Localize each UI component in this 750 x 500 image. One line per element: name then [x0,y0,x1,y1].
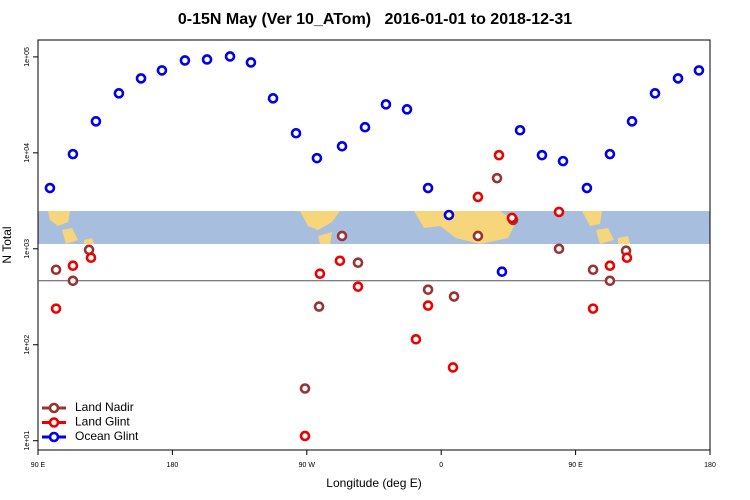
point [447,362,459,373]
point [290,127,302,139]
point [67,275,79,287]
point [649,88,661,99]
point [267,93,279,104]
point [336,141,348,152]
point [491,172,503,184]
point [352,281,364,292]
x-tick-label: 0 [439,462,443,469]
point [493,149,505,161]
x-tick-label: 180 [704,462,716,469]
point [380,99,392,110]
point [604,148,616,160]
point [224,51,236,62]
point [506,212,518,224]
legend-marker [48,402,60,414]
point [179,55,191,66]
point [135,73,147,84]
x-tick-label: 90 W [299,462,316,469]
point [313,301,325,312]
point [587,303,599,314]
point [67,148,79,160]
point [299,430,311,442]
point [336,230,348,242]
point [201,54,213,65]
y-tick-label: 1e+02 [24,335,31,355]
point [85,252,97,264]
point [67,260,79,272]
y-tick-label: 1e+01 [24,431,31,451]
y-tick-label: 1e+05 [24,47,31,67]
point [422,182,434,194]
point [581,182,593,194]
point [299,383,311,394]
x-tick-label: 90 E [31,462,46,469]
point [245,57,257,68]
point [410,333,422,345]
x-tick-label: 90 E [568,462,583,469]
point [553,243,565,255]
legend-label: Land Nadir [75,400,134,414]
point [314,268,326,280]
point [621,252,633,264]
plot-frame [37,39,711,451]
point [422,284,434,295]
point [443,209,455,221]
point [352,257,364,269]
point [553,206,565,218]
point [113,88,125,99]
y-tick-label: 1e+03 [24,239,31,259]
x-tick-label: 180 [167,462,179,469]
point [422,300,434,311]
point [156,65,168,76]
point [311,152,323,164]
y-tick-label: 1e+04 [24,143,31,163]
point [401,104,413,115]
point [359,121,371,133]
point [693,65,705,76]
point [587,264,599,276]
chart-title: 0-15N May (Ver 10_ATom) 2016-01-01 to 20… [178,11,572,28]
point [448,291,460,302]
point [604,260,616,272]
x-axis-label: Longitude (deg E) [326,476,421,490]
point [334,255,346,267]
point [604,275,616,287]
point [672,73,684,84]
point [496,266,508,278]
point [472,191,484,203]
legend-label: Land Glint [75,415,130,429]
legend-label: Ocean Glint [75,429,139,443]
legend-marker [48,417,60,428]
point [514,124,526,136]
point [472,230,484,242]
point [44,182,56,194]
point [557,155,569,167]
legend-marker [48,431,60,443]
map-strip [38,211,710,244]
y-axis-label: N Total [0,226,14,263]
point [50,264,62,276]
point [536,149,548,161]
point [50,303,62,314]
point [626,116,638,127]
point [90,116,102,127]
